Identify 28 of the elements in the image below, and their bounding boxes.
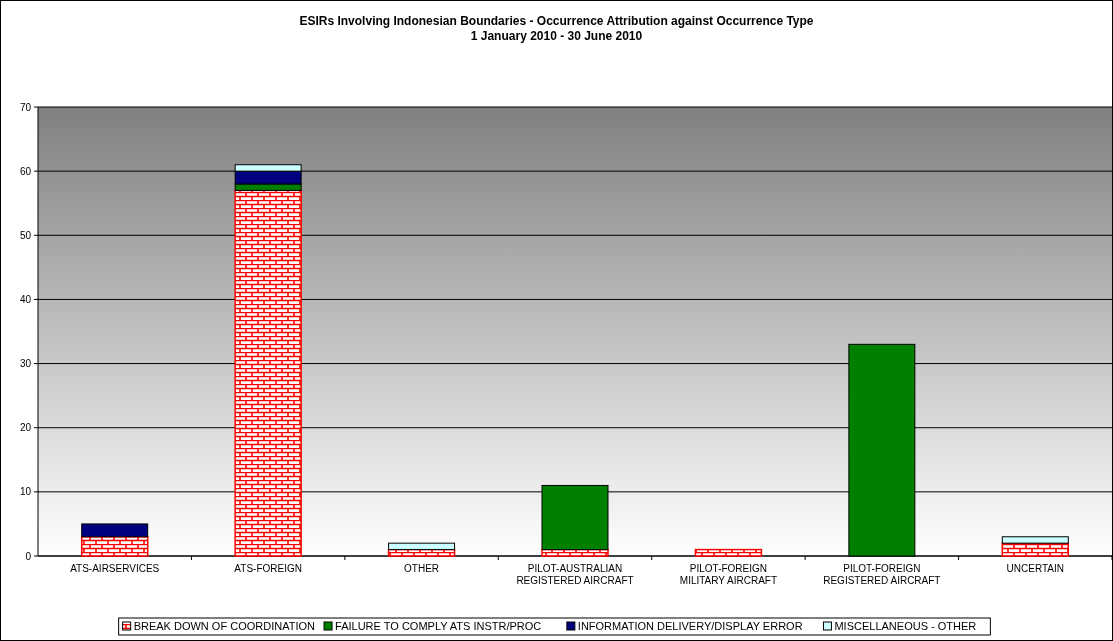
x-tick-label: OTHER <box>404 563 440 574</box>
x-tick-label: PILOT-AUSTRALIAN REGISTERED AIRCRAFT <box>516 563 634 586</box>
y-tick-label: 20 <box>19 422 32 434</box>
y-tick-label: 30 <box>19 358 32 370</box>
x-tick-label: PILOT-FOREIGN MILITARY AIRCRAFT <box>679 563 778 586</box>
legend-label: INFORMATION DELIVERY/DISPLAY ERROR <box>577 620 803 632</box>
y-tick-label: 0 <box>25 550 32 562</box>
y-tick-label: 50 <box>19 229 32 241</box>
x-tick-label: ATS-FOREIGN <box>234 563 302 574</box>
y-tick-label: 70 <box>19 101 32 113</box>
bar <box>1001 536 1069 544</box>
legend-label: BREAK DOWN OF COORDINATION <box>133 620 316 632</box>
x-tick-label: PILOT-FOREIGN REGISTERED AIRCRAFT <box>823 563 941 586</box>
legend-label: FAILURE TO COMPLY ATS INSTR/PROC <box>335 620 542 632</box>
y-tick-label: 60 <box>19 165 32 177</box>
x-tick-label: UNCERTAIN <box>1006 563 1064 574</box>
chart-subtitle: 1 January 2010 - 30 June 2010 <box>470 29 643 43</box>
chart-title: ESIRs Involving Indonesian Boundaries - Occurrence Attribution against Occurrence Type <box>299 14 814 28</box>
x-tick-label: ATS-AIRSERVICES <box>70 563 160 574</box>
bar <box>234 189 302 557</box>
legend-label: MISCELLANEOUS - OTHER <box>834 620 977 632</box>
bar <box>1001 542 1070 557</box>
bar <box>388 542 456 551</box>
bar <box>80 536 149 557</box>
y-tick-label: 40 <box>19 293 32 305</box>
y-tick-label: 10 <box>19 486 32 498</box>
bar <box>694 548 763 557</box>
bar <box>81 523 149 538</box>
